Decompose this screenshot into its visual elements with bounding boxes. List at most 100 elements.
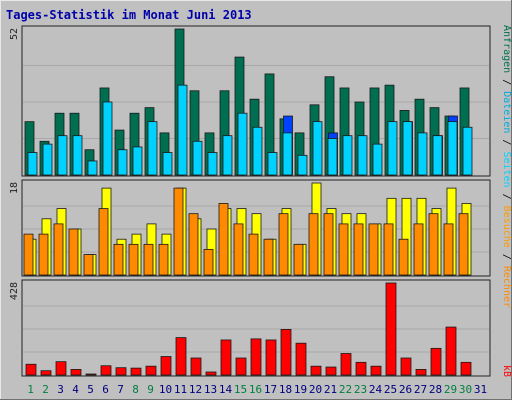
bar-dateien bbox=[72, 135, 83, 176]
bar-dateien bbox=[222, 135, 233, 176]
day-label: 12 bbox=[189, 383, 202, 396]
day-label: 4 bbox=[72, 383, 79, 396]
side-label-part: Besuche bbox=[501, 206, 512, 248]
axis-max-label: 428 bbox=[9, 282, 20, 300]
bar-dateien bbox=[177, 84, 188, 176]
bar-rechner bbox=[83, 254, 94, 276]
bar-rechner bbox=[368, 223, 379, 276]
bar-kb bbox=[445, 326, 457, 376]
day-label: 19 bbox=[294, 383, 307, 396]
bar-kb bbox=[250, 338, 262, 376]
axis-max-label: 52 bbox=[9, 28, 20, 40]
bar-dateien bbox=[102, 101, 113, 176]
bar-rechner bbox=[248, 233, 259, 276]
bar-dateien bbox=[342, 135, 353, 176]
day-label: 24 bbox=[369, 383, 383, 396]
bar-dateien bbox=[462, 126, 473, 176]
bar-kb bbox=[280, 329, 292, 376]
bar-rechner bbox=[353, 223, 364, 276]
bar-rechner bbox=[443, 223, 454, 276]
day-label: 26 bbox=[399, 383, 412, 396]
bar-kb bbox=[325, 366, 337, 376]
panel-kb: 428 bbox=[9, 279, 491, 377]
bar-rechner bbox=[173, 187, 184, 276]
bar-dateien bbox=[252, 126, 263, 176]
bar-rechner bbox=[428, 213, 439, 276]
side-label-part: / bbox=[501, 188, 512, 206]
chart-panels: 52 18 428 bbox=[9, 25, 491, 377]
bar-rechner bbox=[53, 223, 64, 276]
bar-dateien bbox=[147, 121, 158, 176]
day-axis-labels: 1 2 3 4 5 6 7 8 9 10 11 12 13 14 15 16 17 18 19 20 21 22 23 24 2… bbox=[27, 383, 487, 396]
day-label: 11 bbox=[174, 383, 187, 396]
day-label: 16 bbox=[249, 383, 262, 396]
day-label: 13 bbox=[204, 383, 217, 396]
bar-dateien bbox=[417, 132, 428, 176]
day-label: 29 bbox=[444, 383, 457, 396]
day-label: 21 bbox=[324, 383, 337, 396]
day-label: 25 bbox=[384, 383, 397, 396]
day-label: 10 bbox=[159, 383, 172, 396]
bar-rechner bbox=[218, 203, 229, 276]
bar-dateien bbox=[192, 140, 203, 176]
bar-rechner bbox=[338, 223, 349, 276]
side-label-part: kB bbox=[501, 365, 512, 377]
legend-side-label-top: Anfragen / Dateien / Seiten / Besuche / … bbox=[501, 25, 512, 308]
bar-kb bbox=[175, 337, 187, 376]
bar-dateien bbox=[132, 146, 143, 176]
day-label: 17 bbox=[264, 383, 277, 396]
day-label: 14 bbox=[219, 383, 233, 396]
bar-rechner bbox=[398, 238, 409, 276]
day-label: 8 bbox=[132, 383, 139, 396]
side-label-part: / bbox=[501, 73, 512, 91]
bar-rechner bbox=[233, 223, 244, 276]
axis-max-label: 18 bbox=[9, 182, 20, 194]
panel-requests: 52 bbox=[9, 25, 491, 177]
day-label: 27 bbox=[414, 383, 427, 396]
bar-kb bbox=[355, 361, 367, 376]
bar-dateien bbox=[117, 149, 128, 176]
bar-dateien bbox=[282, 132, 293, 176]
bar-kb bbox=[145, 365, 157, 376]
side-label-part: / bbox=[501, 133, 512, 151]
bar-rechner bbox=[278, 213, 289, 276]
side-label-part: / bbox=[501, 248, 512, 266]
day-label: 2 bbox=[42, 383, 49, 396]
bar-kb bbox=[130, 367, 142, 376]
bar-kb bbox=[115, 367, 127, 376]
bar-rechner bbox=[23, 233, 34, 276]
bar-kb bbox=[25, 363, 37, 376]
bar-rechner bbox=[113, 243, 124, 276]
bar-kb bbox=[40, 370, 52, 376]
bar-kb bbox=[430, 347, 442, 376]
bar-kb bbox=[220, 339, 232, 376]
bar-dateien bbox=[27, 152, 38, 176]
bar-rechner bbox=[203, 249, 214, 276]
bar-dateien bbox=[42, 143, 53, 176]
bar-dateien bbox=[297, 154, 308, 176]
bar-kb bbox=[235, 357, 247, 376]
bar-kb bbox=[310, 365, 322, 376]
day-label: 20 bbox=[309, 383, 322, 396]
day-label: 3 bbox=[57, 383, 64, 396]
side-label-part: Anfragen bbox=[501, 25, 512, 73]
bar-dateien bbox=[87, 160, 98, 176]
bar-dateien bbox=[402, 121, 413, 176]
bar-rechner bbox=[308, 213, 319, 276]
day-label: 22 bbox=[339, 383, 352, 396]
day-label: 9 bbox=[147, 383, 154, 396]
bar-rechner bbox=[38, 233, 49, 276]
bar-kb bbox=[55, 361, 67, 376]
bar-rechner bbox=[263, 238, 274, 276]
bar-kb bbox=[85, 373, 97, 376]
bar-rechner bbox=[128, 243, 139, 276]
legend-side-label-kb: kB bbox=[501, 365, 512, 377]
bar-rechner bbox=[413, 223, 424, 276]
day-label: 23 bbox=[354, 383, 367, 396]
bar-kb bbox=[385, 282, 397, 376]
bar-kb bbox=[100, 365, 112, 376]
day-label: 15 bbox=[234, 383, 247, 396]
bar-rechner bbox=[458, 213, 469, 276]
bar-kb bbox=[160, 356, 172, 376]
bar-rechner bbox=[98, 208, 109, 276]
